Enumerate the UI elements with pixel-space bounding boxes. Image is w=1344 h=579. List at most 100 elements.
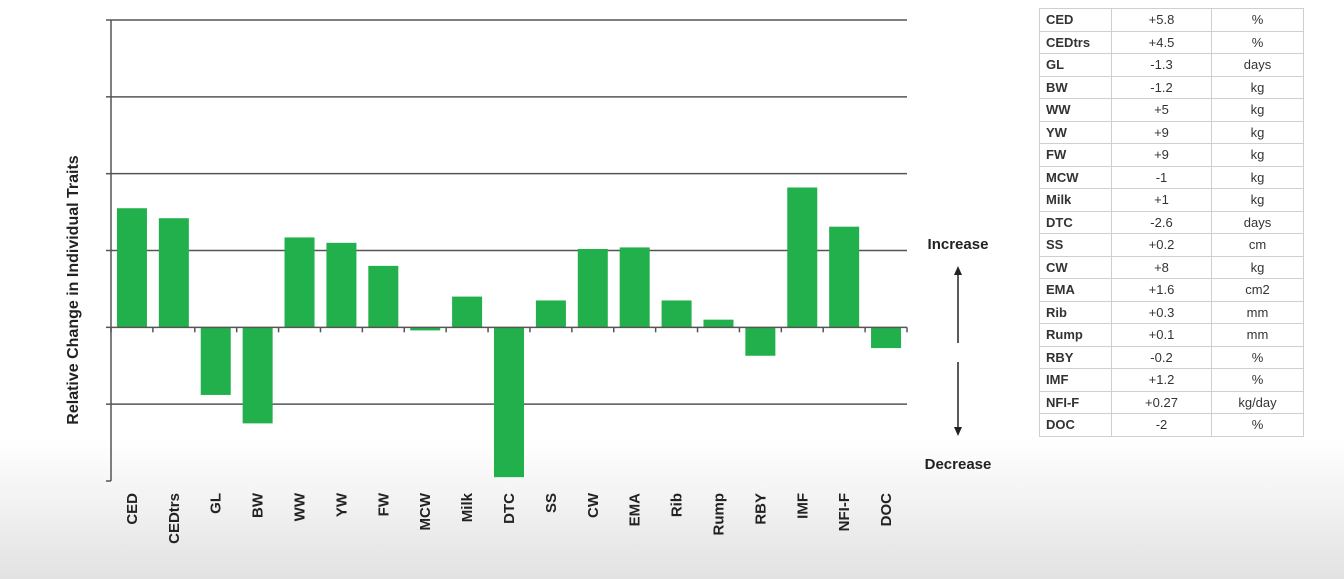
- unit-cell: %: [1211, 8, 1304, 32]
- unit-cell: cm2: [1211, 278, 1304, 302]
- value-cell: +5: [1111, 98, 1212, 122]
- x-tick-label: CW: [585, 492, 602, 518]
- x-tick-label: DTC: [501, 493, 518, 524]
- value-cell: -0.2: [1111, 345, 1212, 369]
- value-cell: +9: [1111, 120, 1212, 144]
- trait-cell: Rib: [1039, 300, 1112, 324]
- table-row: DTC -2.6 days: [1039, 210, 1304, 234]
- unit-cell: mm: [1211, 323, 1304, 347]
- x-tick-label: CEDtrs: [166, 493, 183, 544]
- trait-cell: BW: [1039, 75, 1112, 99]
- unit-cell: kg: [1211, 165, 1304, 189]
- bar-cedtrs: [158, 218, 189, 328]
- x-tick-label: RBY: [752, 493, 769, 525]
- x-tick-label: IMF: [794, 493, 811, 519]
- unit-cell: kg: [1211, 120, 1304, 144]
- value-cell: -2: [1111, 413, 1212, 437]
- bar-mcw: [410, 327, 441, 331]
- bar-ema: [619, 247, 650, 328]
- trait-cell: MCW: [1039, 165, 1112, 189]
- trait-cell: NFI-F: [1039, 390, 1112, 414]
- trait-cell: EMA: [1039, 278, 1112, 302]
- x-tick-label: BW: [250, 492, 267, 518]
- unit-cell: %: [1211, 345, 1304, 369]
- x-tick-label: NFI-F: [836, 493, 853, 531]
- value-cell: +9: [1111, 143, 1212, 167]
- bar-ced: [116, 208, 147, 328]
- trait-cell: SS: [1039, 233, 1112, 257]
- unit-cell: days: [1211, 53, 1304, 77]
- table-row: YW +9 kg: [1039, 120, 1304, 144]
- value-cell: +1: [1111, 188, 1212, 212]
- bar-doc: [871, 327, 902, 349]
- trait-cell: WW: [1039, 98, 1112, 122]
- x-tick-label: WW: [292, 492, 309, 521]
- unit-cell: %: [1211, 30, 1304, 54]
- table-row: GL -1.3 days: [1039, 53, 1304, 77]
- trait-cell: CED: [1039, 8, 1112, 32]
- x-tick-label: FW: [375, 492, 392, 516]
- value-cell: +1.2: [1111, 368, 1212, 392]
- x-tick-label: Milk: [459, 492, 476, 522]
- x-tick-label: SS: [543, 493, 560, 513]
- x-tick-label: MCW: [417, 492, 434, 530]
- unit-cell: mm: [1211, 300, 1304, 324]
- unit-cell: kg: [1211, 255, 1304, 279]
- value-cell: +0.27: [1111, 390, 1212, 414]
- table-row: RBY -0.2%: [1039, 345, 1304, 369]
- x-tick-label: EMA: [627, 493, 644, 527]
- unit-cell: %: [1211, 413, 1304, 437]
- unit-cell: %: [1211, 368, 1304, 392]
- table-row: DOC -2%: [1039, 413, 1304, 437]
- unit-cell: kg: [1211, 188, 1304, 212]
- value-cell: +4.5: [1111, 30, 1212, 54]
- x-tick-label: DOC: [878, 493, 895, 527]
- bar-nfi-f: [829, 226, 860, 328]
- trait-cell: RBY: [1039, 345, 1112, 369]
- bar-cw: [577, 248, 608, 328]
- unit-cell: days: [1211, 210, 1304, 234]
- bar-rib: [661, 300, 692, 328]
- x-tick-label: Rump: [710, 493, 727, 536]
- x-tick-labels: CED CEDtrs GL BW WW YW FW MCW Milk DTC SS CW EMA Rib R…: [124, 492, 895, 544]
- trait-cell: GL: [1039, 53, 1112, 77]
- trait-cell: Rump: [1039, 323, 1112, 347]
- table-row: Milk +1 kg: [1039, 188, 1304, 212]
- increase-arrow-icon: [954, 266, 962, 343]
- bar-yw: [326, 242, 357, 328]
- table-row: CEDtrs +4.5%: [1039, 30, 1304, 54]
- table-row: IMF +1.2%: [1039, 368, 1304, 392]
- trait-cell: CW: [1039, 255, 1112, 279]
- table-row: CED +5.8%: [1039, 8, 1304, 32]
- decrease-arrow-icon: [954, 362, 962, 436]
- table-row: MCW -1 kg: [1039, 165, 1304, 189]
- bar-fw: [368, 265, 399, 328]
- trait-cell: YW: [1039, 120, 1112, 144]
- value-cell: -1.3: [1111, 53, 1212, 77]
- value-cell: +0.3: [1111, 300, 1212, 324]
- bar-ww: [284, 237, 315, 328]
- table-row: NFI-F +0.27 kg/day: [1039, 390, 1304, 414]
- trait-cell: DTC: [1039, 210, 1112, 234]
- trait-cell: CEDtrs: [1039, 30, 1112, 54]
- table-row: SS +0.2 cm: [1039, 233, 1304, 257]
- bar-ss: [535, 300, 566, 328]
- unit-cell: kg: [1211, 143, 1304, 167]
- x-tick-label: CED: [124, 493, 141, 525]
- value-cell: -2.6: [1111, 210, 1212, 234]
- bar-imf: [787, 187, 818, 328]
- trait-table: CED +5.8% CEDtrs +4.5% GL -1.3 days BW -1.2 kg WW +…: [1039, 8, 1304, 437]
- increase-label: Increase: [928, 236, 989, 253]
- bar-bw: [242, 327, 273, 424]
- value-cell: +8: [1111, 255, 1212, 279]
- table-row: EMA +1.6 cm2: [1039, 278, 1304, 302]
- table-row: BW -1.2 kg: [1039, 75, 1304, 99]
- table-row: Rump +0.1 mm: [1039, 323, 1304, 347]
- value-cell: -1.2: [1111, 75, 1212, 99]
- value-cell: +0.2: [1111, 233, 1212, 257]
- value-cell: +5.8: [1111, 8, 1212, 32]
- unit-cell: kg: [1211, 98, 1304, 122]
- decrease-label: Decrease: [925, 456, 992, 473]
- trait-cell: Milk: [1039, 188, 1112, 212]
